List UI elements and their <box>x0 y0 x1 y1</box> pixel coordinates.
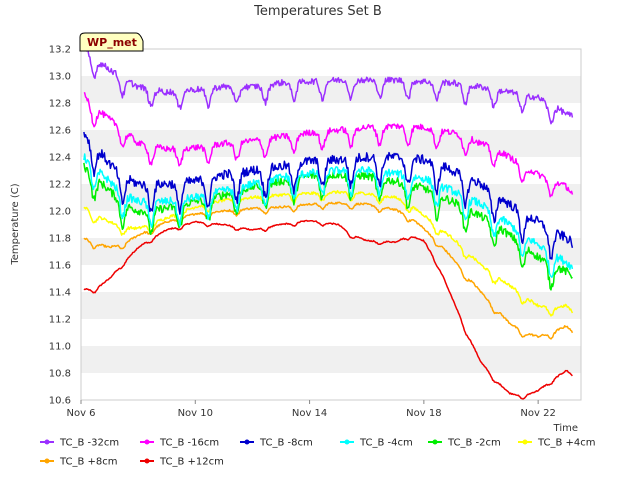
x-tick-label: Nov 22 <box>520 408 555 419</box>
y-tick-label: 10.6 <box>49 396 71 407</box>
y-tick-label: 11.4 <box>49 288 71 299</box>
series-line-tc-b-8cm <box>83 131 574 260</box>
x-tick-label: Nov 6 <box>66 408 95 419</box>
chart-title: Temperatures Set B <box>253 4 382 19</box>
plot-frame <box>80 48 582 401</box>
grid-band <box>81 346 581 373</box>
badge: WP_met <box>79 32 144 52</box>
series-line-tc-b-12cm <box>83 219 573 401</box>
legend-marker <box>344 439 350 445</box>
legend-label: TC_B -8cm <box>259 438 313 449</box>
legend-label: TC_B +4cm <box>537 438 596 449</box>
legend-label: TC_B -2cm <box>447 438 501 449</box>
legend-label: TC_B +12cm <box>159 457 224 468</box>
y-tick-label: 12.2 <box>49 180 71 191</box>
x-tick-label: Nov 10 <box>178 408 213 419</box>
series-line-tc-b-8cm <box>83 201 574 340</box>
y-tick-label: 11.8 <box>49 234 71 245</box>
x-axis-title: Time <box>553 423 578 434</box>
legend-marker <box>522 439 528 445</box>
series-layer <box>83 46 574 401</box>
grid-band <box>81 319 581 346</box>
legend-label: TC_B +8cm <box>59 457 118 468</box>
legend: TC_B -32cm TC_B -16cm TC_B -8cm TC_B -4cm TC… <box>40 438 596 468</box>
grid-band <box>81 373 581 400</box>
grid-band <box>81 265 581 292</box>
y-tick-label: 12.4 <box>49 153 71 164</box>
y-tick-label: 11.0 <box>49 342 71 353</box>
legend-marker <box>144 458 150 464</box>
grid-band <box>81 103 581 130</box>
series-line-tc-b-32cm <box>83 46 574 125</box>
legend-marker <box>44 458 50 464</box>
series-line-tc-b-4cm <box>83 189 574 317</box>
x-tick-label: Nov 14 <box>292 408 327 419</box>
y-tick-label: 13.0 <box>49 72 71 83</box>
y-tick-label: 11.6 <box>49 261 71 272</box>
legend-marker <box>244 439 250 445</box>
series-line-tc-b-16cm <box>83 92 574 198</box>
x-axis-ticks: Nov 6 Nov 10 Nov 14 Nov 18 Nov 22 <box>66 400 556 419</box>
grid-band <box>81 238 581 265</box>
y-tick-label: 11.2 <box>49 315 71 326</box>
y-tick-label: 13.2 <box>49 45 71 56</box>
grid-band <box>81 49 581 76</box>
grid-band <box>81 292 581 319</box>
y-tick-label: 12.0 <box>49 207 71 218</box>
badge-label: WP_met <box>87 36 137 49</box>
legend-marker <box>432 439 438 445</box>
y-axis-ticks: 10.6 10.8 11.0 11.2 11.4 11.6 11.8 12.0 12.2 12.4… <box>49 45 71 407</box>
y-axis-title: Temperature (C) <box>10 183 21 265</box>
legend-label: TC_B -4cm <box>359 438 413 449</box>
legend-label: TC_B -32cm <box>59 438 119 449</box>
series-line-tc-b-4cm <box>83 153 574 278</box>
plot-background <box>81 49 581 400</box>
legend-marker <box>144 439 150 445</box>
x-tick-label: Nov 18 <box>406 408 441 419</box>
y-tick-label: 12.8 <box>49 99 71 110</box>
y-tick-label: 12.6 <box>49 126 71 137</box>
y-tick-label: 10.8 <box>49 369 71 380</box>
legend-marker <box>44 439 50 445</box>
legend-label: TC_B -16cm <box>159 438 219 449</box>
